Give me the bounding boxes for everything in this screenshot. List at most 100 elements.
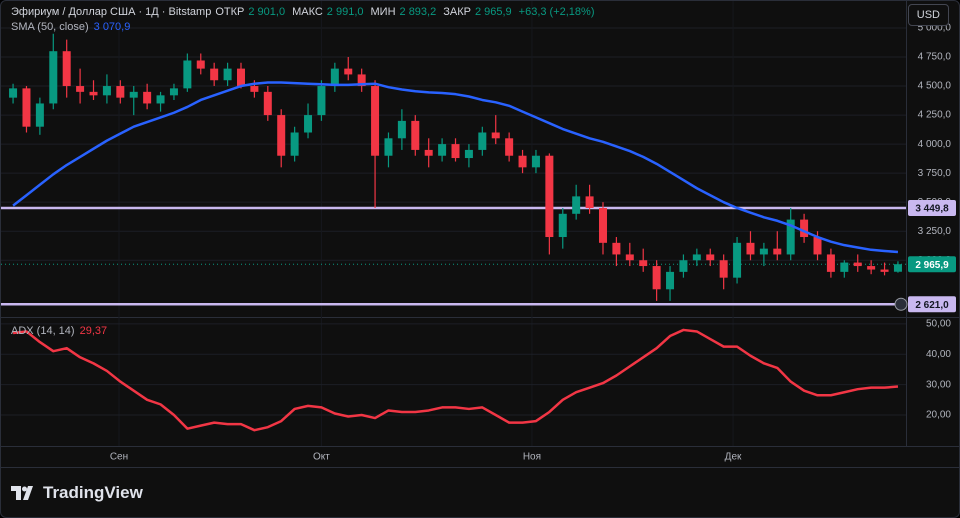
y-tick-label: 20,00	[926, 410, 951, 421]
candle-body	[371, 86, 380, 156]
candle-body	[880, 269, 889, 272]
y-tick-label: 4 250,0	[918, 110, 952, 121]
candle-body	[438, 144, 447, 156]
y-tick-label: 50,00	[926, 319, 951, 330]
series-line	[12, 328, 899, 432]
ohlc-label: МИН	[370, 6, 396, 18]
candle-body	[330, 68, 339, 87]
candle-body	[384, 138, 393, 156]
candle-body	[451, 144, 460, 159]
series-line	[12, 81, 899, 254]
candle-body	[317, 86, 326, 116]
candle-body	[129, 91, 138, 98]
last-price-label: 2 965,9	[915, 260, 949, 271]
candle-body	[89, 91, 98, 96]
candle-body	[277, 115, 286, 156]
candle-body	[800, 219, 809, 238]
candle-body	[263, 91, 272, 116]
logo-icon	[11, 486, 33, 500]
candle-body	[411, 120, 420, 150]
y-tick-label: 4 500,0	[918, 81, 952, 92]
y-tick-label: 5 000,0	[918, 23, 952, 34]
candle-body	[102, 86, 111, 96]
adx-legend: ADX (14, 14) 29,37	[11, 325, 107, 337]
ohlc-label: МАКС	[292, 6, 323, 18]
ohlc-label: ЗАКР	[443, 6, 471, 18]
candle-body	[759, 248, 768, 255]
candle-body	[143, 91, 152, 104]
candle-body	[357, 74, 366, 87]
candle-body	[652, 266, 661, 290]
candle-body	[518, 155, 527, 168]
alert-icon	[894, 297, 908, 311]
instrument-header: Эфириум / Доллар США · 1Д · Bitstamp ОТК…	[11, 6, 598, 18]
candle-body	[719, 260, 728, 278]
level-label-bg	[908, 200, 956, 217]
candle-body	[813, 237, 822, 255]
candle-body	[746, 242, 755, 255]
candle-body	[639, 260, 648, 267]
candle-body	[62, 51, 71, 87]
y-tick-label: 4 000,0	[918, 139, 952, 150]
candle-body	[397, 120, 406, 139]
candle-body	[9, 88, 18, 98]
candle-body	[156, 95, 165, 104]
candle-body	[196, 60, 205, 69]
candle-body	[531, 155, 540, 168]
level-label: 2 621,0	[915, 300, 949, 311]
candle-body	[49, 51, 58, 104]
candle-body	[625, 254, 634, 261]
candle-body	[478, 132, 487, 150]
candle-body	[598, 207, 607, 243]
level-label: 3 449,8	[915, 204, 949, 215]
currency-button[interactable]: USD	[907, 4, 949, 26]
sma-name: SMA (50, close)	[11, 21, 89, 33]
logo-text: TradingView	[43, 483, 143, 502]
y-tick-label: 3 250,0	[918, 226, 952, 237]
candle-body	[612, 242, 621, 255]
candle-body	[867, 266, 876, 270]
price-change: +63,3 (+2,18%)	[518, 6, 595, 18]
candle-body	[236, 68, 245, 87]
candle-body	[733, 242, 742, 278]
ohlc-value: 2 965,9	[474, 6, 512, 18]
adx-value: 29,37	[79, 325, 108, 337]
candle-body	[290, 132, 299, 156]
candle-body	[545, 155, 554, 238]
candle-body	[22, 88, 31, 127]
y-tick-label: 40,00	[926, 349, 951, 360]
adx-name: ADX (14, 14)	[11, 325, 75, 337]
ohlc-value: 2 901,0	[248, 6, 286, 18]
candle-body	[35, 103, 44, 127]
level-label-bg	[908, 296, 956, 313]
candle-body	[706, 254, 715, 261]
ohlc-value: 2 991,0	[326, 6, 364, 18]
sma-legend: SMA (50, close) 3 070,9	[11, 21, 130, 33]
candle-body	[491, 132, 500, 139]
candle-body	[464, 149, 473, 159]
candle-body	[666, 271, 675, 290]
candle-body	[169, 88, 178, 96]
ohlc-value: 2 893,2	[399, 6, 437, 18]
x-tick-label: Сен	[110, 452, 128, 463]
candle-body	[223, 68, 232, 81]
candle-body	[558, 213, 567, 238]
x-tick-label: Окт	[313, 452, 330, 463]
candle-body	[210, 68, 219, 81]
candle-body	[786, 219, 795, 255]
y-tick-label: 30,00	[926, 379, 951, 390]
y-tick-label: 4 750,0	[918, 52, 952, 63]
candle-body	[116, 86, 125, 98]
candle-body	[505, 138, 514, 156]
x-tick-label: Дек	[725, 452, 742, 463]
candle-body	[585, 196, 594, 208]
x-tick-label: Ноя	[523, 452, 541, 463]
candle-body	[183, 60, 192, 89]
candle-body	[826, 254, 835, 272]
candle-body	[344, 68, 353, 75]
candle-body	[572, 196, 581, 214]
candle-body	[424, 149, 433, 156]
last-price-label-bg	[908, 256, 956, 273]
